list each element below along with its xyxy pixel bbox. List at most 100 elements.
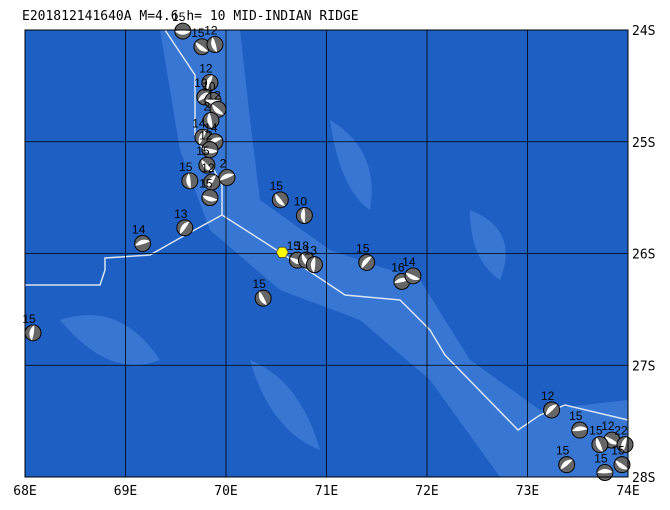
beachball-outline xyxy=(271,191,289,209)
depth-label: 12 xyxy=(199,129,213,143)
depth-label: 12 xyxy=(201,161,215,175)
beachball-outline xyxy=(613,456,631,474)
beachball-pressure xyxy=(545,404,558,416)
depth-label: 12 xyxy=(207,88,221,102)
beachball-pressure xyxy=(29,324,35,341)
depth-label: 15 xyxy=(22,312,36,326)
depth-label: 15 xyxy=(356,241,370,255)
beachball-outline xyxy=(176,219,194,237)
beachball-outline xyxy=(616,436,634,453)
depth-label: 14 xyxy=(204,121,218,135)
lat-label: 27S xyxy=(632,359,655,374)
depth-label: 15 xyxy=(611,444,625,458)
depth-label: 15 xyxy=(172,10,186,24)
beachball-pressure xyxy=(179,221,190,235)
beachball-pressure xyxy=(275,193,286,207)
map-frame xyxy=(24,29,629,478)
depth-label: 12 xyxy=(199,62,213,76)
depth-label: 15 xyxy=(569,409,583,423)
depth-label: 22 xyxy=(614,424,628,438)
depth-label: 12 xyxy=(204,24,218,38)
focal-mechanism xyxy=(218,169,236,186)
focal-mechanism xyxy=(591,436,609,453)
beachball-pressure xyxy=(211,36,218,53)
depth-label: 2 xyxy=(204,100,211,114)
beachball-pressure xyxy=(571,426,588,432)
focal-mechanism xyxy=(571,421,589,439)
beachball-pressure xyxy=(134,239,151,246)
lat-label: 24S xyxy=(632,24,655,39)
beachball-pressure xyxy=(604,436,619,445)
depth-label: 15 xyxy=(589,424,603,438)
beachball-outline xyxy=(181,172,199,190)
focal-mechanism xyxy=(202,112,220,129)
depth-label: 10 xyxy=(202,79,216,93)
focal-mechanism xyxy=(616,436,634,453)
depth-label: 15 xyxy=(270,179,284,193)
lon-label: 70E xyxy=(214,484,237,499)
lon-label: 71E xyxy=(315,484,338,499)
focal-mechanism xyxy=(134,235,151,252)
lon-label: 74E xyxy=(616,484,639,499)
focal-mechanism xyxy=(306,256,323,274)
beachball-outline xyxy=(591,436,609,453)
beachball-pressure xyxy=(258,291,267,306)
beachball-outline xyxy=(174,22,192,40)
focal-mechanism xyxy=(174,22,192,40)
depth-label: 13 xyxy=(174,207,188,221)
depth-label: 15 xyxy=(253,277,267,291)
beachball-pressure xyxy=(300,207,306,224)
focal-mechanism xyxy=(271,191,289,209)
depth-label: 14 xyxy=(192,116,206,130)
beachball-pressure xyxy=(219,173,235,181)
beachball-outline xyxy=(206,36,224,53)
focal-mechanism xyxy=(181,172,199,190)
depth-label: 10 xyxy=(194,76,208,90)
focal-mechanism xyxy=(596,464,614,481)
beachball-outline xyxy=(218,169,236,186)
beachball-outline xyxy=(306,256,323,274)
lat-label: 25S xyxy=(632,136,655,151)
focal-mechanism xyxy=(613,456,631,474)
lon-label: 68E xyxy=(13,484,36,499)
beachball-pressure xyxy=(621,436,627,453)
beachball-pressure xyxy=(202,148,218,154)
fracture-zone xyxy=(25,214,223,286)
depth-label: 16 xyxy=(391,260,405,274)
beachball-outline xyxy=(558,456,576,474)
focal-mechanism xyxy=(558,456,576,474)
beachball-pressure xyxy=(205,75,213,90)
depth-label: 14 xyxy=(132,222,146,236)
beachball-outline xyxy=(571,421,589,439)
focal-mechanism xyxy=(404,267,422,285)
beachball-pressure xyxy=(560,459,573,470)
beachball-outline xyxy=(201,189,219,207)
beachball-outline xyxy=(134,235,151,252)
beachball-outline xyxy=(404,267,422,285)
depth-label: 15 xyxy=(191,26,205,40)
map-title: E201812141640A M=4.6 h= 10 MID-INDIAN RI… xyxy=(22,9,359,24)
depth-label: 12 xyxy=(601,419,615,433)
depth-label: 18 xyxy=(296,239,310,253)
focal-mechanism xyxy=(358,254,376,271)
beachball-outline xyxy=(358,254,376,271)
beachball-pressure xyxy=(174,30,191,35)
focal-mechanism xyxy=(295,207,313,224)
depth-label: 15 xyxy=(287,239,301,253)
beachball-outline xyxy=(596,464,614,481)
depth-label: 15 xyxy=(556,444,570,458)
depth-label: 15 xyxy=(199,177,213,191)
depth-label: 15 xyxy=(179,160,193,174)
depth-label: 10 xyxy=(294,195,308,209)
beachball-pressure xyxy=(212,103,224,115)
depth-label: 12 xyxy=(541,389,555,403)
beachball-pressure xyxy=(195,41,209,52)
beachball-pressure xyxy=(198,130,207,145)
beachball-outline xyxy=(254,289,272,307)
lat-label: 28S xyxy=(632,471,655,486)
beachball-pressure xyxy=(310,256,316,273)
focal-mechanism xyxy=(201,74,219,91)
depth-label: 15 xyxy=(196,144,210,158)
epicenter xyxy=(275,246,289,258)
